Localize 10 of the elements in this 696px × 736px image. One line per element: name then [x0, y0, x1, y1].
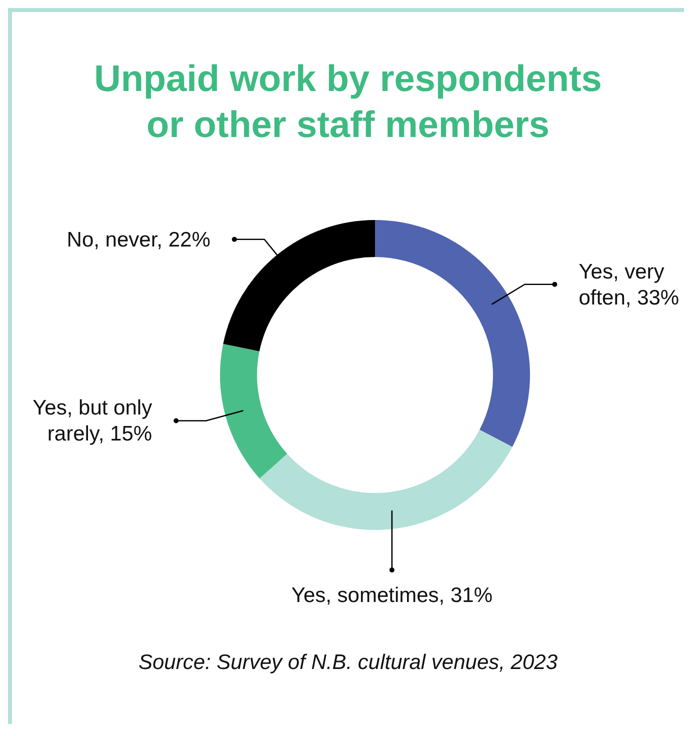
slice-label: Yes, but only rarely, 15%	[32, 396, 153, 446]
chart-title: Unpaid work by respondents or other staff members	[93, 57, 603, 147]
donut-slice	[223, 220, 375, 352]
donut-slice	[375, 220, 530, 447]
legend-label: No, never, 22%	[66, 228, 210, 252]
source-note: Source: Survey of N.B. cultural venues, 2023	[137, 650, 559, 676]
slice-label: Yes, very often, 33%	[578, 260, 680, 310]
slice-label: Yes, sometimes, 31%	[291, 584, 493, 607]
donut-slice	[260, 430, 512, 530]
donut-slice	[220, 344, 288, 478]
